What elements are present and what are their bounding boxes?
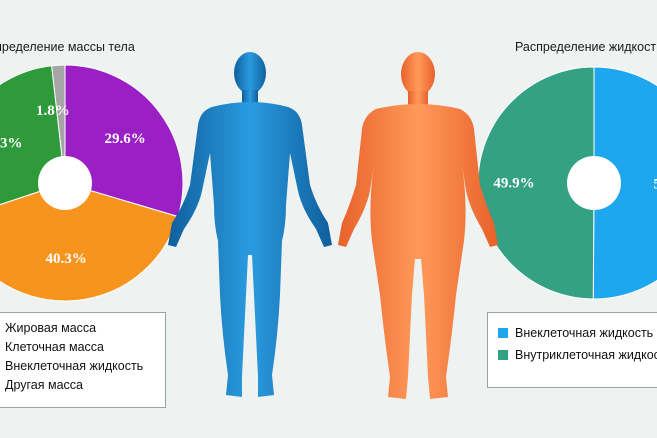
slice-label: 40.3% <box>46 251 87 267</box>
donut-hole <box>38 156 92 210</box>
legend-item-intracellular: Внутриклеточная жидкость <box>498 348 657 362</box>
legend-label: Другая масса <box>5 378 84 392</box>
donut-hole <box>567 156 621 210</box>
legend-item-fat-mass: Жировая масса <box>5 321 96 335</box>
legend-label: Внеклеточная жидкость <box>515 326 654 340</box>
fluid-chart-title: Распределение жидкости <box>515 40 657 54</box>
legend-swatch <box>498 350 508 360</box>
slice-внеклеточная-жидкость <box>592 66 657 300</box>
slice-label: 29.6% <box>104 131 145 147</box>
legend-label: Клеточная масса <box>5 340 104 354</box>
legend-item-other-mass: Другая масса <box>5 378 83 392</box>
slice-label: 28.3% <box>0 136 22 152</box>
slice-жировая-масса <box>64 64 184 218</box>
body-mass-legend: Жировая масса Клеточная масса Внеклеточн… <box>0 312 166 408</box>
slice-клеточная-масса <box>0 182 179 302</box>
legend-label: Жировая масса <box>5 321 97 335</box>
slice-label: 50.1% <box>653 176 657 192</box>
heavy-body-figure <box>338 52 498 399</box>
legend-item-extracellular: Внеклеточная жидкость <box>498 326 653 340</box>
legend-label: Внеклеточная жидкость <box>5 359 144 373</box>
legend-item-cell-mass: Клеточная масса <box>5 340 104 354</box>
body-mass-chart-title: Распределение массы тела <box>0 40 135 54</box>
slice-label: 1.8% <box>36 103 70 119</box>
legend-item-extracellular-fluid: Внеклеточная жидкость <box>5 359 143 373</box>
slice-label: 49.9% <box>493 176 534 192</box>
slice-другая-масса <box>51 64 66 184</box>
legend-swatch <box>498 328 508 338</box>
lean-body-figure <box>168 52 332 397</box>
fluid-legend: Внеклеточная жидкость Внутриклеточная жи… <box>487 312 657 388</box>
legend-label: Внутриклеточная жидкость <box>515 348 657 362</box>
